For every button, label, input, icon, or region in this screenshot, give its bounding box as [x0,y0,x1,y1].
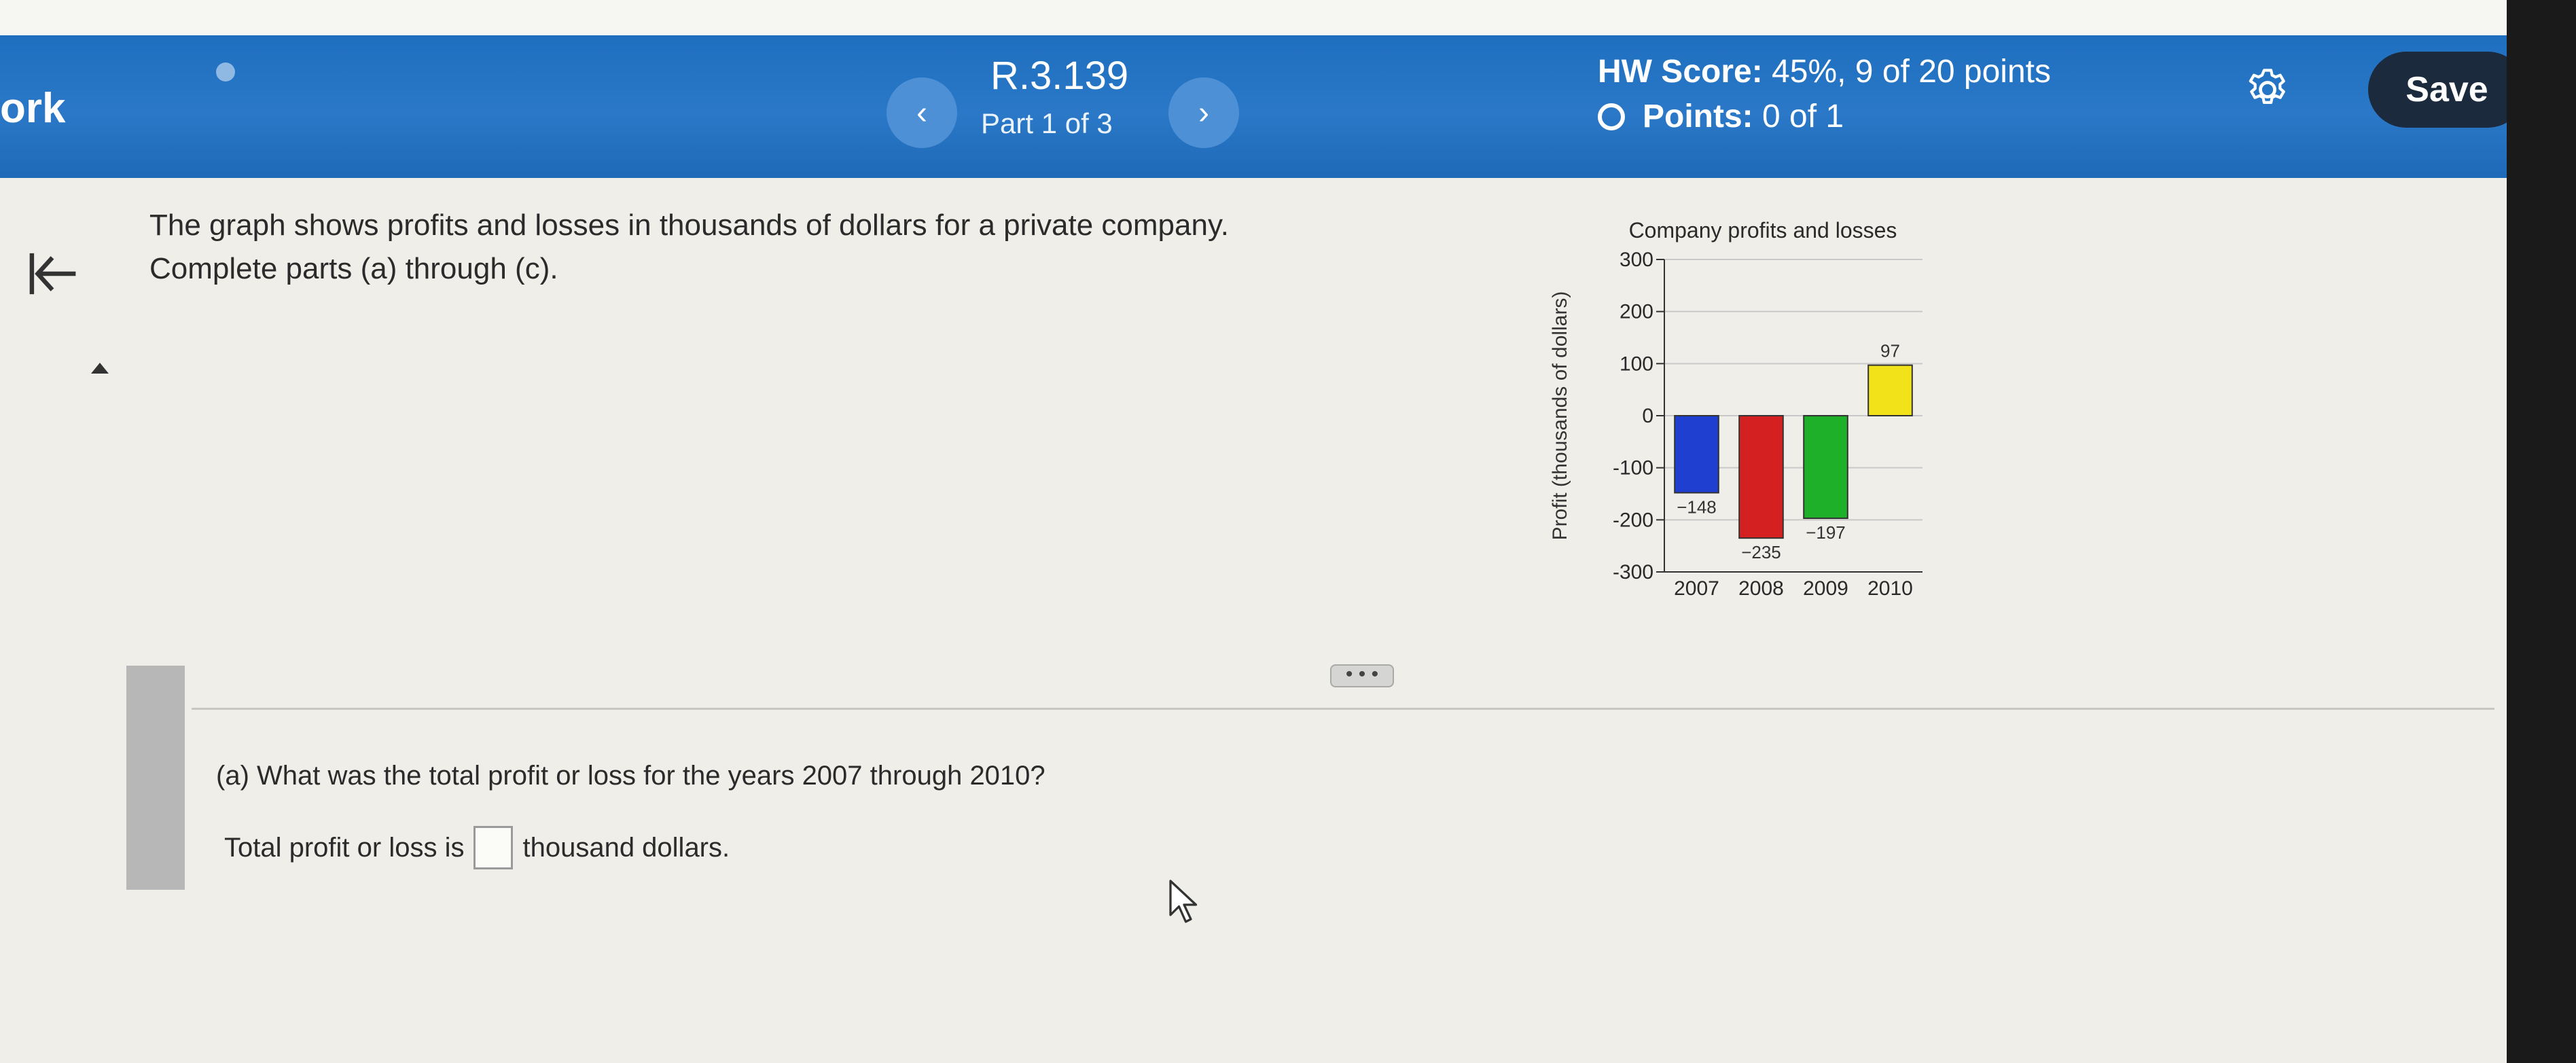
bar-value-label: −148 [1677,497,1717,517]
scrollbar-track[interactable] [126,666,185,890]
radio-circle-icon [1598,103,1625,130]
intro-line-1: The graph shows profits and losses in th… [149,209,1229,242]
gear-icon[interactable] [2243,65,2292,114]
hw-score-value: 45%, 9 of 20 points [1772,54,2051,90]
chevron-left-icon: ‹ [916,94,927,131]
answer-input[interactable] [473,826,514,869]
part-a-text: What was the total profit or loss for th… [249,761,1045,791]
y-tick-label: -100 [1613,457,1653,480]
bar-value-label: 97 [1880,341,1900,361]
x-tick-label: 2010 [1867,577,1913,600]
y-tick-label: 200 [1620,301,1653,323]
hw-score-label: HW Score: [1598,54,1763,90]
bar-2009 [1803,415,1848,520]
chart-title: Company profits and losses [1629,218,1897,242]
intro-part-c: (c) [515,252,550,285]
x-tick-label: 2009 [1803,577,1848,600]
part-a-question: (a) What was the total profit or loss fo… [216,761,1045,791]
bar-value-label: −235 [1741,542,1781,562]
more-options-button[interactable]: • • • [1330,664,1394,687]
intro-end: . [550,252,558,285]
points-label: Points: [1643,98,1753,134]
previous-question-button[interactable]: ‹ [887,77,957,148]
part-a-label: (a) [216,761,249,791]
save-button[interactable]: Save [2368,52,2526,128]
x-tick-label: 2008 [1738,577,1784,600]
section-divider [192,708,2494,710]
hw-score: HW Score: 45%, 9 of 20 points [1598,53,2051,90]
mouse-pointer-icon [1169,880,1198,923]
y-tick-label: -200 [1613,509,1653,531]
collapse-left-icon[interactable] [23,245,82,303]
y-tick-label: 100 [1620,353,1653,375]
question-id: R.3.139 [990,54,1129,98]
y-tick-label: 300 [1620,249,1653,271]
bar-value-label: −197 [1806,522,1846,543]
brand-text: ork [0,85,66,132]
intro-part-a: (a) [360,252,397,285]
y-tick-label: 0 [1642,405,1653,427]
screen-bezel [2507,0,2576,1063]
x-tick-label: 2007 [1674,577,1719,600]
points-status: Points: 0 of 1 [1598,98,1844,135]
answer-suffix: thousand dollars. [522,832,730,863]
points-value: 0 of 1 [1762,98,1844,134]
profit-loss-chart: Company profits and losses Profit (thousa… [1549,218,1922,600]
answer-line: Total profit or loss is thousand dollars… [224,826,730,869]
intro-line-2: Complete parts (a) through (c). [149,247,1229,291]
triangle-up-icon[interactable] [91,363,109,374]
next-question-button[interactable]: › [1168,77,1239,148]
header-bar: ork ‹ R.3.139 Part 1 of 3 › HW Score: 45… [0,35,2527,178]
intro-text: Complete parts [149,252,361,285]
bar-2010 [1867,364,1913,416]
intro-through: through [397,252,516,285]
question-intro: The graph shows profits and losses in th… [149,204,1229,291]
question-part: Part 1 of 3 [981,107,1113,139]
chevron-right-icon: › [1198,94,1209,131]
chart-ylabel: Profit (thousands of dollars) [1549,291,1571,541]
header-dot-icon [216,62,235,82]
bar-2007 [1674,415,1719,494]
browser-top-strip [0,0,2576,35]
answer-prefix: Total profit or loss is [224,832,465,863]
bar-2008 [1738,415,1784,539]
y-tick-label: -300 [1613,561,1653,583]
